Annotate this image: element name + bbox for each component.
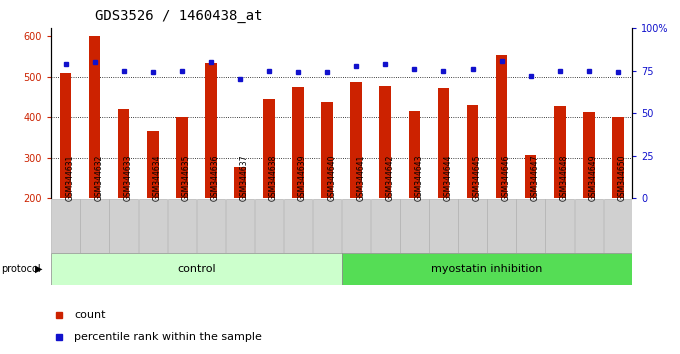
Text: percentile rank within the sample: percentile rank within the sample [74,332,262,342]
Text: GSM344635: GSM344635 [182,154,191,201]
Bar [255,199,284,252]
Text: control: control [177,264,216,274]
Text: protocol: protocol [1,264,41,274]
Bar [554,107,566,198]
Text: GSM344636: GSM344636 [211,154,220,201]
Bar [371,199,400,252]
Bar [80,199,109,252]
Text: GSM344644: GSM344644 [443,154,452,201]
Text: ▶: ▶ [35,264,42,274]
Text: GSM344632: GSM344632 [95,155,103,201]
Bar [545,199,574,252]
Bar [400,199,428,252]
Bar [341,253,632,285]
Bar [409,111,420,198]
Text: GSM344640: GSM344640 [327,154,336,201]
Text: GDS3526 / 1460438_at: GDS3526 / 1460438_at [95,9,262,23]
Bar [379,86,391,198]
Bar [525,155,537,198]
Bar [438,88,449,198]
Text: GSM344647: GSM344647 [530,154,540,201]
Text: GSM344642: GSM344642 [386,155,394,201]
Bar [60,73,71,198]
Bar [284,199,312,252]
Text: GSM344641: GSM344641 [356,155,365,201]
Bar [226,199,254,252]
Bar [496,55,507,198]
Text: GSM344646: GSM344646 [502,154,511,201]
Bar [350,82,362,198]
Bar [575,199,603,252]
Bar [139,199,167,252]
Bar [488,199,516,252]
Bar [292,87,304,198]
Bar [51,253,341,285]
Bar [466,105,478,198]
Text: GSM344634: GSM344634 [153,154,162,201]
Bar [313,199,341,252]
Text: GSM344638: GSM344638 [269,155,278,201]
Bar [51,199,80,252]
Bar [197,199,225,252]
Bar [583,112,594,198]
Text: GSM344633: GSM344633 [124,154,133,201]
Text: GSM344645: GSM344645 [473,154,481,201]
Bar [604,199,632,252]
Text: GSM344637: GSM344637 [240,154,249,201]
Text: count: count [74,310,105,320]
Bar [234,167,245,198]
Bar [167,199,196,252]
Text: GSM344643: GSM344643 [414,154,424,201]
Text: GSM344648: GSM344648 [560,155,568,201]
Bar [429,199,458,252]
Bar [612,117,624,198]
Bar [109,199,138,252]
Bar [89,36,101,198]
Bar [263,99,275,198]
Bar [516,199,545,252]
Bar [342,199,371,252]
Bar [458,199,487,252]
Bar [322,102,333,198]
Bar [176,117,188,198]
Text: GSM344650: GSM344650 [618,154,627,201]
Bar [205,63,217,198]
Text: GSM344631: GSM344631 [65,155,75,201]
Text: GSM344639: GSM344639 [298,154,307,201]
Text: myostatin inhibition: myostatin inhibition [431,264,543,274]
Text: GSM344649: GSM344649 [589,154,598,201]
Bar [118,109,129,198]
Bar [147,131,158,198]
